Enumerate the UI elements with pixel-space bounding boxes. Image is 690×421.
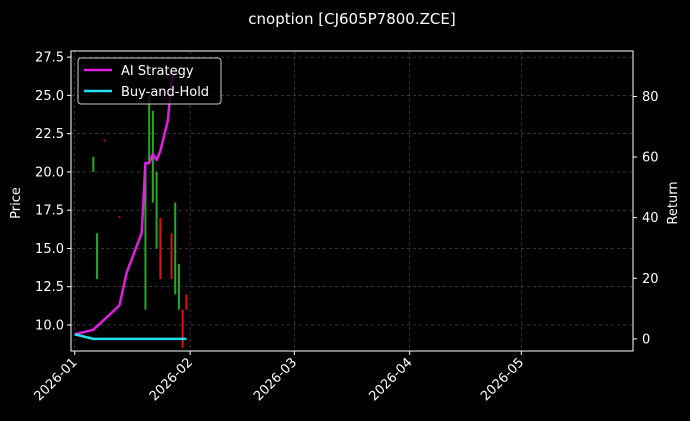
candle	[96, 233, 99, 280]
candle	[181, 309, 184, 348]
legend: AI Strategy Buy-and-Hold	[77, 57, 222, 105]
candle	[92, 156, 95, 172]
y-axis-label: Price	[9, 187, 24, 219]
plot-frame	[70, 50, 634, 352]
candle	[185, 294, 188, 310]
legend-label-ai-strategy: AI Strategy	[121, 64, 194, 79]
y2-axis-label: Return	[666, 181, 681, 224]
candle	[159, 217, 162, 280]
y2-tick-label: 40	[642, 211, 659, 226]
grid	[71, 51, 633, 351]
legend-label-buy-and-hold: Buy-and-Hold	[121, 85, 209, 100]
y-tick-label: 20.0	[35, 165, 64, 180]
candle	[118, 216, 121, 218]
y-tick-label: 17.5	[35, 204, 64, 219]
y2-tick-label: 0	[642, 332, 650, 347]
candle	[155, 171, 158, 249]
candle	[144, 164, 147, 310]
y-axis-right: 0 20 40 60 80	[633, 90, 659, 347]
y-tick-label: 12.5	[35, 280, 64, 295]
y-axis-left: 10.0 12.5 15.0 17.5 20.0 22.5 25.0 27.5	[35, 51, 71, 333]
y-tick-label: 27.5	[35, 51, 64, 66]
y-tick-label: 15.0	[35, 242, 64, 257]
y-tick-label: 10.0	[35, 318, 64, 333]
y2-tick-label: 20	[642, 272, 659, 287]
candle	[177, 263, 180, 310]
series-line	[74, 333, 187, 341]
legend-box	[77, 57, 222, 105]
candle	[170, 233, 173, 280]
chart-title: cnoption [CJ605P7800.ZCE]	[248, 10, 455, 28]
y-tick-label: 22.5	[35, 127, 64, 142]
candle	[174, 202, 177, 295]
y2-tick-label: 80	[642, 90, 659, 105]
y2-tick-label: 60	[642, 151, 659, 166]
candle	[148, 95, 151, 165]
y-tick-label: 25.0	[35, 89, 64, 104]
candle	[103, 139, 106, 142]
